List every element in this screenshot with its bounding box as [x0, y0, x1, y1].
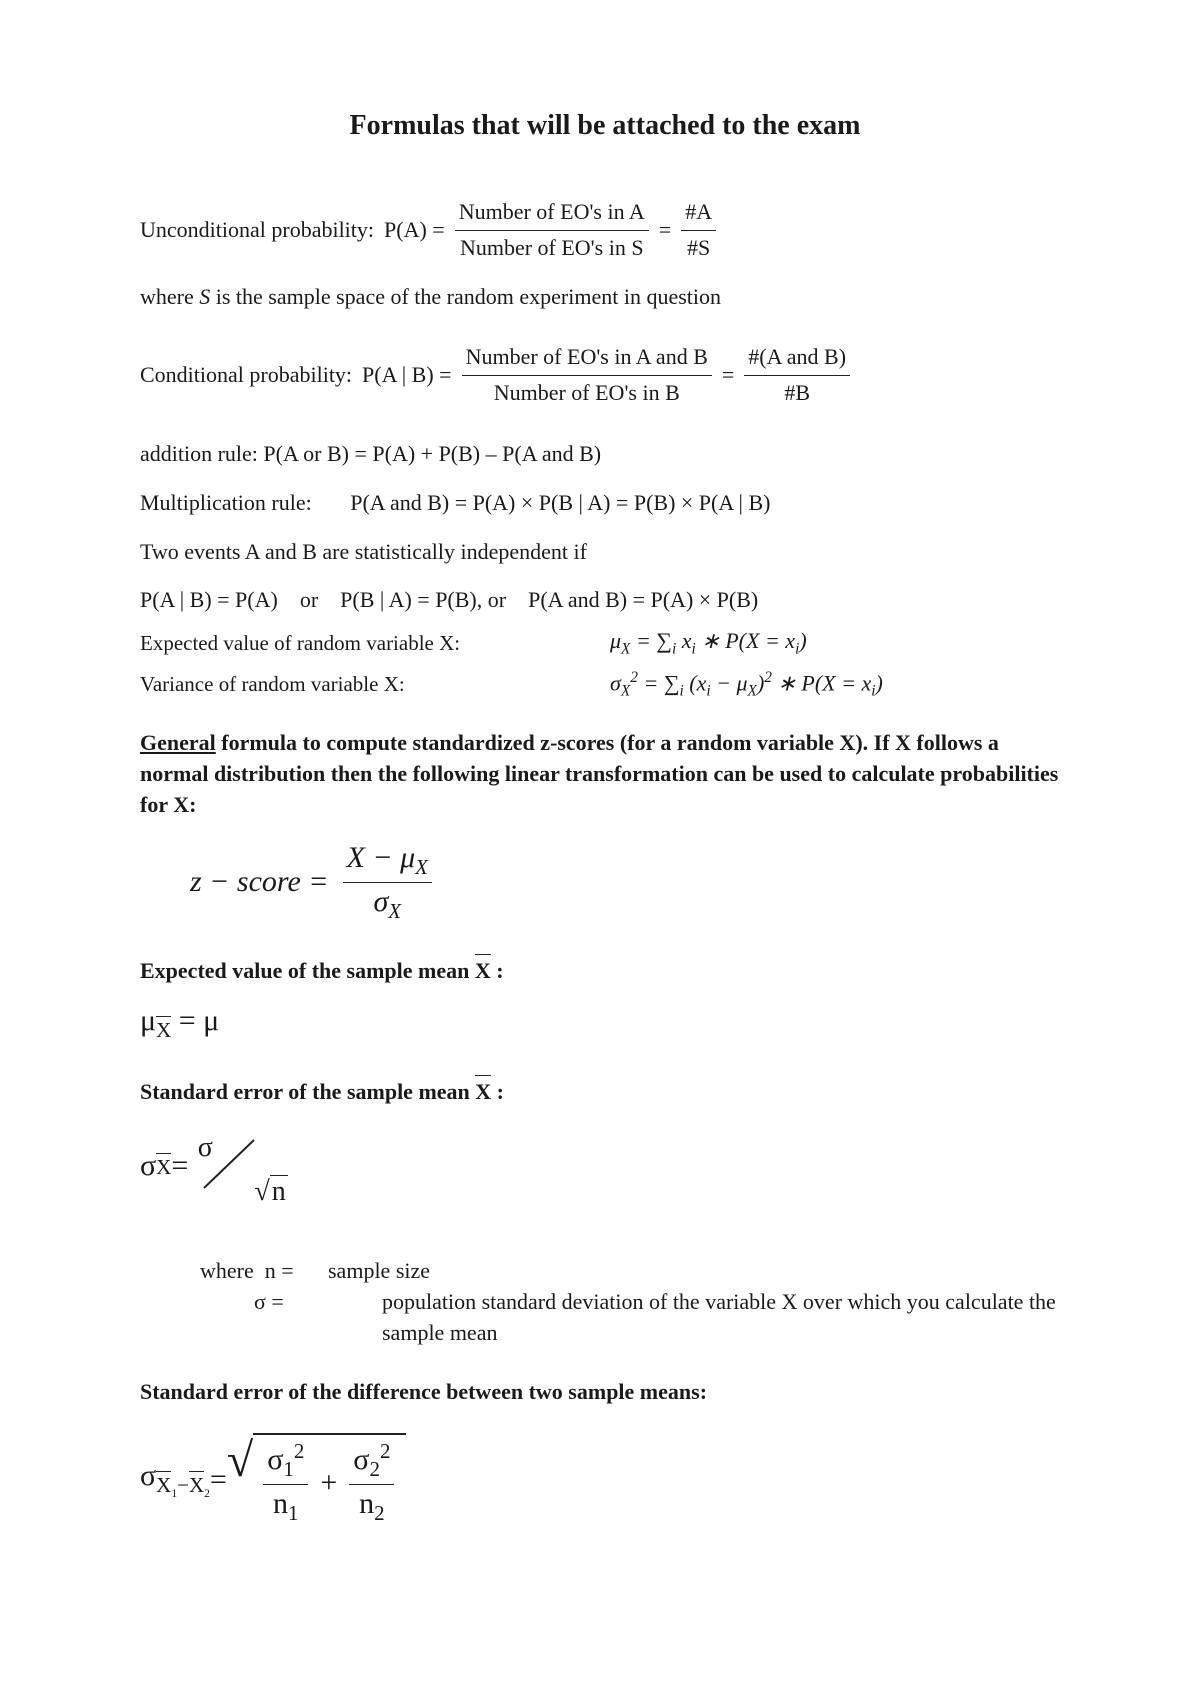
where-sigma-def: population standard deviation of the var… [382, 1287, 1070, 1349]
se-diff-sqrt: √ σ12 n1 + σ22 n2 [227, 1433, 407, 1526]
expected-value-row: Expected value of random variable X: μX … [140, 628, 1070, 658]
cond-num1: Number of EO's in A and B [462, 342, 712, 376]
independence-formula: P(A | B) = P(A) or P(B | A) = P(B), or P… [140, 585, 1070, 616]
cond-den2: #B [744, 376, 850, 409]
se-mean-pre: Standard error of the sample mean [140, 1079, 475, 1104]
cond-frac2: #(A and B) #B [744, 342, 850, 409]
uncond-eq: = [659, 215, 671, 246]
conditional-probability: Conditional probability: P(A | B) = Numb… [140, 342, 1070, 409]
where-intro: where n = [200, 1256, 328, 1287]
uncond-num1: Number of EO's in A [455, 197, 649, 231]
se-diff-label: Standard error of the difference between… [140, 1377, 1070, 1408]
cond-frac1: Number of EO's in A and B Number of EO's… [462, 342, 712, 409]
se-mean-label: Standard error of the sample mean X : [140, 1075, 1070, 1108]
ev-mean-formula: μX = μ [140, 1004, 1070, 1043]
se-mean-frac: σ √n [196, 1136, 276, 1196]
uncond-frac1: Number of EO's in A Number of EO's in S [455, 197, 649, 264]
var-label: Variance of random variable X: [140, 672, 570, 697]
uncond-num2: #A [681, 197, 716, 231]
zscore-formula: z − score = X − μX σX [190, 841, 1070, 924]
se-diff-lhs: σX1−X2 [140, 1459, 210, 1500]
se-diff-den2: n2 [349, 1485, 394, 1526]
se-diff-formula: σX1−X2 = √ σ12 n1 + σ22 n2 [140, 1433, 1070, 1526]
cond-eq: = [722, 360, 734, 391]
ev-mean-post: : [491, 958, 504, 983]
where-block: where n = sample size σ = population sta… [200, 1256, 1070, 1348]
uncond-lhs: P(A) = [384, 215, 445, 246]
uncond-den2: #S [681, 231, 716, 264]
page: Formulas that will be attached to the ex… [0, 0, 1200, 1618]
se-diff-plus: + [320, 1466, 337, 1500]
se-diff-eq: = [210, 1463, 227, 1497]
sqrt-icon: √ [227, 1439, 253, 1532]
uncond-label: Unconditional probability: [140, 215, 374, 246]
ev-formula: μX = ∑i xi ∗ P(X = xi) [610, 628, 807, 658]
zscore-lhs: z − score = [190, 865, 329, 899]
se-diff-frac2: σ22 n2 [349, 1439, 394, 1526]
zscore-den: σX [343, 883, 432, 924]
multiplication-rule: Multiplication rule: P(A and B) = P(A) ×… [140, 488, 1070, 519]
uncond-den1: Number of EO's in S [455, 231, 649, 264]
ev-label: Expected value of random variable X: [140, 631, 570, 656]
se-diff-frac1: σ12 n1 [263, 1439, 308, 1526]
mult-formula: P(A and B) = P(A) × P(B | A) = P(B) × P(… [350, 490, 770, 515]
xbar-symbol-2: X [475, 1075, 491, 1108]
mult-label: Multiplication rule: [140, 490, 312, 515]
xbar-symbol: X [475, 954, 491, 987]
unconditional-probability: Unconditional probability: P(A) = Number… [140, 197, 1070, 312]
zscore-frac: X − μX σX [343, 841, 432, 924]
page-title: Formulas that will be attached to the ex… [140, 110, 1070, 142]
uncond-note: where S is the sample space of the rando… [140, 282, 1070, 313]
var-formula: σX2 = ∑i (xi − μX)2 ∗ P(X = xi) [610, 669, 883, 701]
cond-den1: Number of EO's in B [462, 376, 712, 409]
cond-num2: #(A and B) [744, 342, 850, 376]
zscore-general: General [140, 730, 216, 755]
addition-rule: addition rule: P(A or B) = P(A) + P(B) –… [140, 439, 1070, 470]
variance-row: Variance of random variable X: σX2 = ∑i … [140, 669, 1070, 701]
se-diff-num2: σ22 [349, 1439, 394, 1485]
se-diff-num1: σ12 [263, 1439, 308, 1485]
zscore-rest: formula to compute standardized z-scores… [140, 730, 1058, 817]
se-mean-post: : [491, 1079, 504, 1104]
se-mean-formula: σX = σ √n [140, 1136, 276, 1196]
where-sigma-sym: σ = [200, 1287, 382, 1349]
se-diff-den1: n1 [263, 1485, 308, 1526]
ev-mean-label: Expected value of the sample mean X : [140, 954, 1070, 987]
cond-lhs: P(A | B) = [362, 360, 452, 391]
independence-intro: Two events A and B are statistically ind… [140, 537, 1070, 568]
zscore-num: X − μX [343, 841, 432, 883]
se-diff-body: σ12 n1 + σ22 n2 [253, 1433, 406, 1526]
where-n-def: sample size [328, 1256, 1070, 1287]
ev-mean-pre: Expected value of the sample mean [140, 958, 475, 983]
uncond-frac2: #A #S [681, 197, 716, 264]
cond-label: Conditional probability: [140, 360, 352, 391]
zscore-intro: General formula to compute standardized … [140, 728, 1070, 820]
se-den: √n [254, 1176, 287, 1208]
